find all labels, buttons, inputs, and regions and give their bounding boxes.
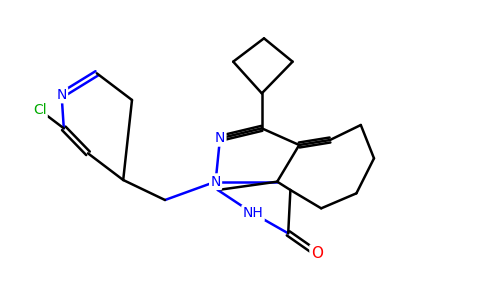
Text: N: N (211, 175, 221, 189)
Text: O: O (311, 246, 323, 261)
Text: N: N (215, 131, 225, 145)
Text: NH: NH (242, 206, 263, 220)
Text: Cl: Cl (33, 103, 46, 117)
Text: N: N (57, 88, 67, 102)
